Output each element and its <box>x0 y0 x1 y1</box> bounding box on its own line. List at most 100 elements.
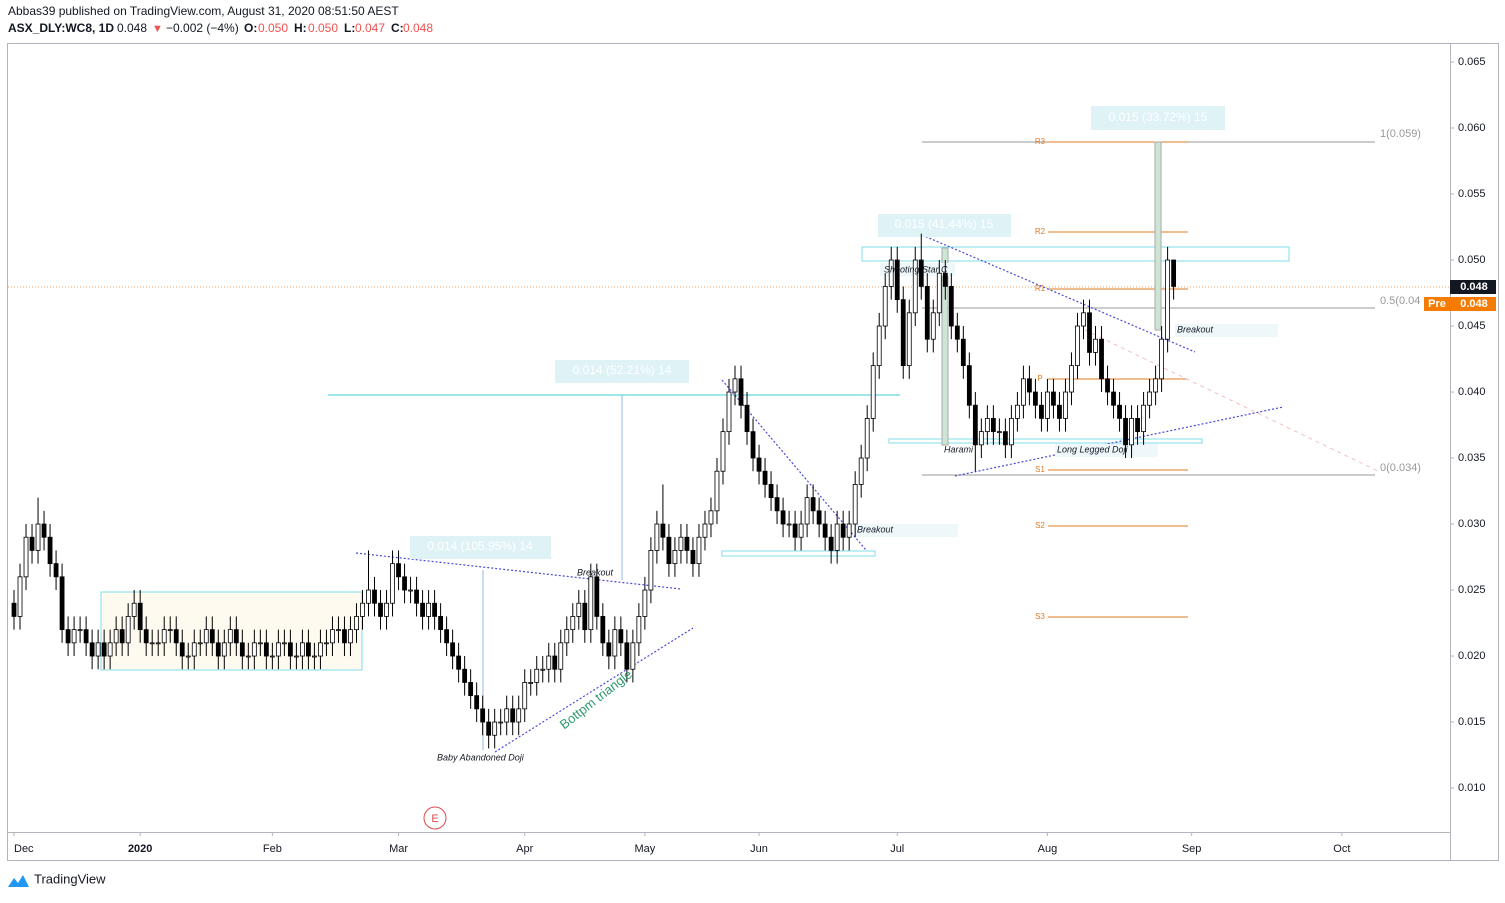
candle-body <box>95 642 101 657</box>
candle-body <box>888 259 894 287</box>
candle-body <box>1002 431 1008 446</box>
trendline <box>355 552 682 590</box>
measure-box <box>410 536 551 559</box>
candle-body <box>402 576 407 591</box>
footer-logo: TradingView <box>8 871 106 887</box>
candle-body <box>936 272 942 314</box>
candle-body <box>498 721 504 724</box>
fib-label: 1(0.059) <box>1380 128 1421 140</box>
candle-body <box>990 418 996 433</box>
candle-body <box>846 523 852 538</box>
candle-body <box>858 457 864 485</box>
annotation: Breakout <box>577 567 614 577</box>
candle-body <box>714 470 720 512</box>
last-price-tag <box>1450 280 1496 294</box>
candle-body <box>894 259 900 301</box>
candle-body <box>882 286 888 327</box>
y-tick-label: 0.045 <box>1458 320 1486 332</box>
candle-body <box>354 616 359 631</box>
candle-body <box>1165 259 1171 340</box>
candle-body <box>654 523 660 551</box>
x-tick-label: Jul <box>890 843 904 855</box>
candle-body <box>864 418 870 459</box>
candle-body <box>768 484 774 499</box>
range-box <box>861 246 1290 262</box>
candle-body <box>510 708 516 723</box>
pivot-label: S1 <box>1035 465 1045 474</box>
candle-body <box>516 708 522 723</box>
candle-body <box>726 391 732 433</box>
pivot-lines <box>1048 141 1188 618</box>
candle-body <box>306 642 311 657</box>
x-tick-label: Sep <box>1182 843 1202 855</box>
candle-body <box>312 655 317 658</box>
candle-body <box>161 629 167 644</box>
candle-body <box>173 629 179 644</box>
y-tick-label: 0.040 <box>1458 386 1486 398</box>
candle-body <box>966 365 972 406</box>
y-tick-label: 0.025 <box>1458 584 1486 596</box>
y-tick-label: 0.065 <box>1458 56 1486 68</box>
candle-body <box>822 523 828 538</box>
candle-body <box>1057 404 1062 419</box>
candle-body <box>203 629 209 644</box>
candle-body <box>396 563 401 578</box>
candle-body <box>912 259 918 314</box>
y-tick-label: 0.035 <box>1458 452 1486 464</box>
range-box <box>888 438 1203 444</box>
candle-body <box>1105 378 1110 393</box>
measure-box <box>1091 106 1225 130</box>
candle-body <box>209 629 215 644</box>
candle-body <box>245 655 251 658</box>
candle-body <box>804 497 810 525</box>
measure-label: 0.014 (52.21%) 14 <box>573 363 672 377</box>
candle-body <box>954 325 960 340</box>
candle-body <box>444 629 450 644</box>
candle-body <box>588 576 594 631</box>
annotation: Bottpm triangle <box>557 666 635 732</box>
y-tick-label: 0.020 <box>1458 650 1486 662</box>
candle-body <box>480 708 486 723</box>
candle-body <box>630 642 636 670</box>
candle-body <box>552 655 558 670</box>
candle-body <box>275 642 281 657</box>
candle-body <box>834 523 840 551</box>
candle-body <box>792 523 798 538</box>
candle-body <box>137 602 143 631</box>
candle-body <box>155 642 161 645</box>
candle-body <box>462 668 468 683</box>
note-box <box>1175 324 1278 337</box>
candle-body <box>101 642 107 657</box>
candle-body <box>1111 391 1116 406</box>
candle-body <box>221 642 227 657</box>
candle-body <box>918 259 924 287</box>
candle-body <box>930 312 936 340</box>
candle-body <box>420 602 425 617</box>
candle-body <box>318 642 323 657</box>
y-tick-label: 0.010 <box>1458 782 1486 794</box>
annotation: Long Legged Doji <box>1057 444 1129 454</box>
candle-body <box>23 536 29 578</box>
candle-body <box>870 365 876 419</box>
candle-body <box>366 589 371 604</box>
x-tick-label: Apr <box>516 843 533 855</box>
note-box <box>1055 444 1158 457</box>
pivot-label: S2 <box>1035 521 1045 530</box>
candle-body <box>840 523 846 538</box>
last-price-label: 0.048 <box>1460 281 1488 293</box>
pivot-label: R2 <box>1035 227 1046 236</box>
candle-body <box>300 642 305 657</box>
candle-body <box>113 629 119 644</box>
candle-body <box>438 616 444 631</box>
candle-body <box>600 616 606 644</box>
candle-body <box>1081 312 1086 327</box>
candle-body <box>1039 404 1044 419</box>
candle-body <box>684 536 690 551</box>
annotation: Shooting Star C <box>884 264 948 274</box>
l: 0.047 <box>355 21 385 35</box>
candle-body <box>942 272 948 287</box>
pre-price-label: 0.048 <box>1460 298 1488 310</box>
measure-band <box>941 247 949 446</box>
candle-body <box>558 642 564 670</box>
candle-body <box>257 642 263 645</box>
